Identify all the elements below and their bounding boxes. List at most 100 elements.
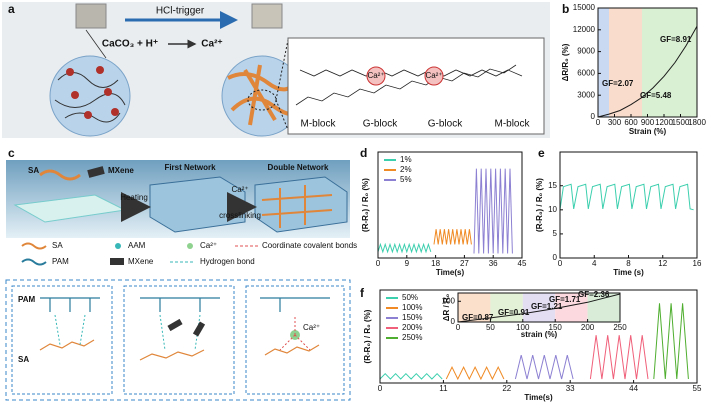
x-tick-label: 45 (518, 259, 527, 268)
x-tick-label: 44 (629, 384, 638, 393)
input-label: MXene (108, 166, 134, 175)
x-tick-label: 150 (549, 323, 563, 332)
y-tick-label: 6000 (577, 69, 595, 78)
panel-label: c (8, 146, 15, 160)
plot-frame (379, 289, 698, 384)
legend-icon (110, 258, 124, 265)
annotation: GF=8.91 (660, 35, 692, 44)
photo (251, 3, 283, 29)
y-tick-label: 12000 (573, 25, 596, 34)
zoom-line (275, 99, 289, 131)
legend-label: 50% (402, 293, 418, 302)
detail-sub (245, 285, 345, 395)
x-tick-label: 300 (608, 118, 622, 127)
detail-sub (123, 285, 235, 395)
series-line (433, 229, 472, 245)
x-tick-label: 4 (592, 259, 597, 268)
x-tick-label: 18 (431, 259, 440, 268)
structure-box (287, 37, 545, 135)
detail-sub (11, 285, 113, 395)
y-tick-label: 0 (591, 112, 596, 121)
x-tick-label: 1800 (688, 118, 706, 127)
region (598, 8, 609, 117)
legend-label: 100% (402, 303, 422, 312)
x-tick-label: 0 (378, 384, 383, 393)
legend-label: Hydrogen bond (200, 257, 255, 266)
region (458, 293, 491, 322)
y-axis-label: ΔR/R₀ (%) (561, 43, 570, 81)
stage-label: Double Network (268, 163, 329, 172)
caco3-particles (66, 66, 119, 119)
x-tick-label: 22 (502, 384, 511, 393)
legend-label: 1% (400, 155, 412, 164)
series-line (597, 25, 698, 118)
x-tick-label: 1500 (672, 118, 690, 127)
x-tick-label: 9 (405, 259, 410, 268)
step-label: crosslinking (219, 211, 261, 220)
alginate-chain (295, 64, 523, 106)
x-axis-label: strain (%) (521, 330, 558, 339)
legend-label: MXene (128, 257, 154, 266)
series-line (445, 365, 505, 381)
x-tick-label: 200 (581, 323, 595, 332)
panel-label: b (562, 2, 569, 16)
annotation: GF=0.87 (462, 313, 494, 322)
detail-box (5, 279, 351, 401)
annotation: GF=2.07 (602, 79, 634, 88)
x-tick-label: 50 (486, 323, 495, 332)
plot-area (560, 152, 697, 258)
panel-label: f (360, 286, 365, 300)
x-tick-label: 0 (376, 259, 381, 268)
reaction: CaCO₃ + H⁺ (102, 39, 158, 50)
legend-label: AAM (128, 241, 146, 250)
plot-frame (377, 151, 523, 259)
series-line (559, 183, 694, 211)
panel-label: a (8, 2, 15, 16)
block-label: M-block (300, 119, 336, 130)
ion-label: Ca²⁺ (303, 323, 320, 332)
block-label: G-block (363, 119, 398, 130)
plot-frame (457, 292, 621, 323)
x-tick-label: 12 (658, 259, 667, 268)
legend-label: Coordinate covalent bonds (262, 241, 357, 250)
block-label: M-block (494, 119, 530, 130)
series-line (514, 354, 574, 380)
series-line (653, 303, 689, 380)
x-tick-label: 27 (460, 259, 469, 268)
sa-network (261, 185, 333, 228)
annotation: GF=0.91 (498, 308, 530, 317)
panel-label: d (360, 146, 367, 160)
legend-label: 5% (400, 175, 412, 184)
step-label: Ca²⁺ (231, 185, 248, 194)
panel-label: e (538, 146, 545, 160)
x-tick-label: 16 (693, 259, 702, 268)
y-axis-label: (R-R₀) / R₀ (%) (535, 178, 544, 232)
y-tick-label: 15 (548, 181, 557, 190)
y-tick-label: 9000 (577, 47, 595, 56)
coordinate-bond (279, 315, 311, 351)
sa-chain (39, 339, 320, 361)
crosslinked-chains (227, 64, 300, 126)
legend-label: SA (52, 241, 63, 250)
legend-label: Ca²⁺ (200, 241, 217, 250)
sa-icon (39, 169, 81, 181)
x-axis-label: Time(s) (524, 393, 553, 402)
y-tick-label: 3000 (577, 90, 595, 99)
ion-label: Ca²⁺ (425, 71, 442, 80)
mxene-sheet (192, 321, 206, 337)
double-network (254, 176, 348, 233)
ca-ion (366, 66, 386, 86)
ca-ion (424, 66, 444, 86)
x-axis-label: Strain (%) (629, 127, 667, 136)
x-tick-label: 600 (624, 118, 638, 127)
block-label: G-block (428, 119, 463, 130)
x-tick-label: 8 (626, 259, 631, 268)
x-axis-label: Time (s) (613, 268, 644, 277)
plot-frame (597, 7, 698, 118)
x-tick-label: 100 (516, 323, 530, 332)
annotation: GF=1.21 (531, 302, 563, 311)
legend-icon (115, 243, 121, 249)
x-tick-label: 900 (641, 118, 655, 127)
y-tick-label: 100 (442, 296, 456, 305)
